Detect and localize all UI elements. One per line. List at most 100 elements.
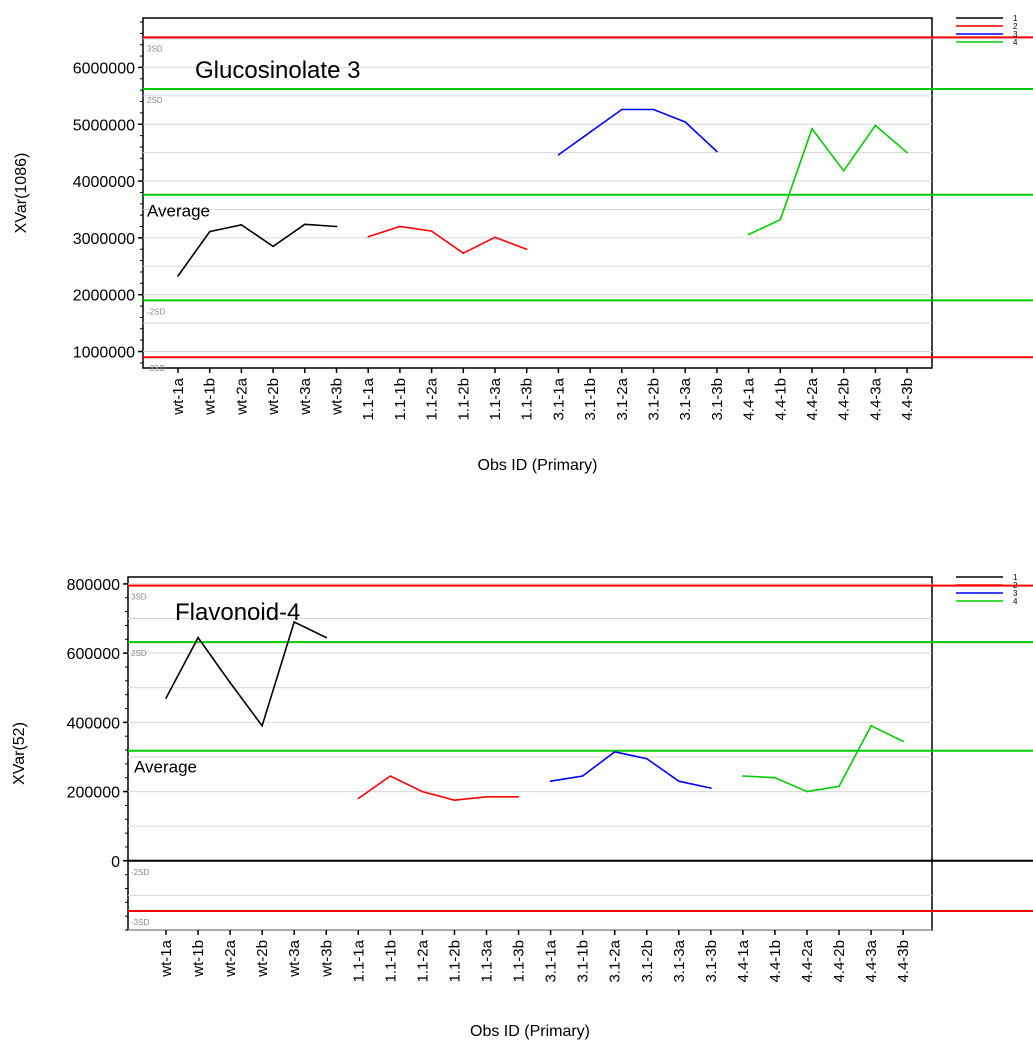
- x-tick-label: 3.1-2a: [614, 377, 631, 420]
- x-tick-label: 1.1-3b: [511, 940, 528, 983]
- x-tick-label: 4.4-1b: [767, 940, 784, 983]
- x-tick-label: 1.1-2a: [414, 939, 431, 982]
- data-point: [517, 795, 520, 798]
- x-tick-label: wt-1b: [202, 378, 219, 416]
- x-tick-label: 3.1-3a: [677, 377, 694, 420]
- data-point: [399, 225, 401, 228]
- series-line-3: [557, 108, 718, 156]
- x-tick-label: wt-2a: [222, 939, 239, 977]
- x-tick-label: 4.4-3b: [895, 940, 912, 983]
- data-point: [779, 218, 782, 221]
- x-tick-label: 4.4-1a: [741, 377, 758, 420]
- x-tick-label: wt-2a: [233, 377, 250, 415]
- y-tick-label: 0: [111, 854, 120, 871]
- x-tick-label: 4.4-2a: [804, 377, 821, 420]
- y-tick-label: 2000000: [73, 288, 135, 305]
- data-point: [581, 775, 584, 777]
- x-tick-label: 1.1-1b: [392, 378, 409, 421]
- data-point: [261, 725, 263, 727]
- series-line-1: [177, 223, 337, 277]
- x-tick-label: 1.1-3b: [519, 378, 536, 421]
- data-point: [367, 235, 370, 238]
- reference-line-label: -2SD: [147, 307, 165, 316]
- data-point: [716, 150, 718, 153]
- reference-line-label: -3SD: [147, 364, 165, 373]
- x-tick-label: 4.4-2a: [799, 939, 816, 982]
- x-tick-label: 3.1-1a: [543, 939, 560, 982]
- data-point: [589, 131, 591, 134]
- data-point: [811, 127, 813, 130]
- x-tick-label: 3.1-3a: [671, 939, 688, 982]
- series-line-3: [550, 750, 711, 789]
- x-tick-label: 3.1-1b: [575, 940, 592, 983]
- x-tick-label: wt-1b: [190, 940, 207, 978]
- y-axis-label: XVar(1086): [13, 153, 30, 234]
- data-point: [774, 776, 776, 779]
- y-tick-label: 5000000: [73, 117, 135, 134]
- chart-panel-1: 1000000 2000000 3000000 4000000 5000000 60000…: [13, 14, 1033, 474]
- data-point: [272, 245, 274, 248]
- data-point: [240, 224, 243, 226]
- data-point: [806, 790, 808, 793]
- chart-title: Flavonoid-4: [175, 599, 300, 626]
- x-tick-label: wt-2b: [254, 940, 271, 978]
- x-tick-label: 3.1-1b: [582, 378, 599, 421]
- y-tick-label: 3000000: [73, 231, 135, 248]
- x-tick-label: wt-1a: [158, 939, 175, 977]
- x-tick-label: wt-3a: [297, 377, 314, 415]
- x-tick-label: 4.4-2b: [836, 378, 853, 421]
- average-label: Average: [147, 202, 210, 221]
- x-axis-label: Obs ID (Primary): [470, 1023, 590, 1040]
- y-tick-label: 1000000: [73, 345, 135, 362]
- x-tick-label: 1.1-3a: [479, 939, 496, 982]
- data-point: [557, 154, 560, 156]
- legend-label: 4: [1013, 38, 1018, 47]
- x-tick-label: wt-2b: [265, 378, 282, 416]
- x-tick-label: 4.4-1b: [772, 378, 789, 421]
- y-tick-label: 400000: [67, 715, 120, 732]
- reference-line-label: 3SD: [147, 44, 163, 53]
- legend-label: 1: [1013, 14, 1018, 23]
- legend-label: 2: [1013, 581, 1018, 590]
- series-line-1: [165, 620, 327, 728]
- x-tick-label: 3.1-2b: [639, 940, 656, 983]
- x-tick-label: 3.1-3b: [703, 940, 720, 983]
- data-point: [652, 108, 655, 111]
- x-tick-label: 3.1-2a: [607, 939, 624, 982]
- data-point: [430, 230, 433, 232]
- reference-line-label: 2SD: [131, 649, 147, 658]
- x-tick-label: 4.4-3b: [899, 378, 916, 421]
- x-tick-label: wt-3a: [286, 939, 303, 977]
- x-tick-label: 3.1-3b: [709, 378, 726, 421]
- series-line-2: [367, 225, 527, 255]
- reference-line-label: 2SD: [147, 96, 163, 105]
- data-point: [421, 790, 424, 793]
- data-point: [613, 750, 616, 753]
- data-point: [357, 797, 360, 800]
- data-point: [293, 621, 296, 623]
- data-point: [838, 785, 840, 788]
- data-point: [304, 223, 306, 226]
- x-tick-label: 3.1-2b: [646, 378, 663, 421]
- data-point: [684, 121, 686, 123]
- data-point: [710, 787, 712, 789]
- x-tick-label: 4.4-3a: [863, 939, 880, 982]
- data-point: [525, 248, 528, 251]
- legend-label: 1: [1013, 573, 1018, 582]
- data-point: [229, 681, 231, 684]
- reference-line-label: 3SD: [131, 593, 147, 602]
- x-tick-label: 1.1-1a: [360, 377, 377, 420]
- reference-line-label: -2SD: [131, 868, 149, 877]
- legend-label: 3: [1013, 30, 1018, 39]
- data-point: [678, 780, 680, 782]
- data-point: [197, 636, 199, 639]
- x-tick-label: 4.4-2b: [831, 940, 848, 983]
- x-tick-label: 1.1-1a: [350, 939, 367, 982]
- data-point: [208, 230, 211, 233]
- data-point: [177, 275, 179, 277]
- data-point: [870, 725, 872, 727]
